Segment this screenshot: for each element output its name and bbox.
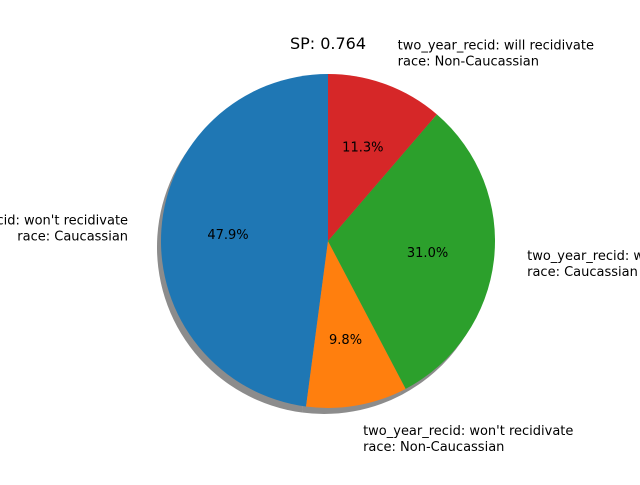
pie-slice-0 [160, 74, 328, 407]
pie-slice-percent-3: 11.3% [342, 141, 383, 156]
pie-slice-layer [160, 74, 496, 409]
pie-slice-percent-1: 9.8% [329, 333, 362, 348]
pie-slice-percent-2: 31.0% [407, 246, 448, 261]
pie-percent-labels: 47.9% 9.8% 31.0% 11.3% [207, 141, 448, 349]
pie-slice-3 [328, 74, 437, 241]
pie-slice-1 [306, 241, 406, 409]
pie-slice-label-3: two_year_recid: will recidivate race: Non… [398, 39, 594, 70]
chart-title: SP: 0.764 [290, 34, 366, 53]
pie-slice-percent-0: 47.9% [207, 228, 248, 243]
pie-slice-label-1: two_year_recid: won't recidivate race: No… [363, 424, 573, 455]
pie-slice-2 [328, 114, 496, 389]
